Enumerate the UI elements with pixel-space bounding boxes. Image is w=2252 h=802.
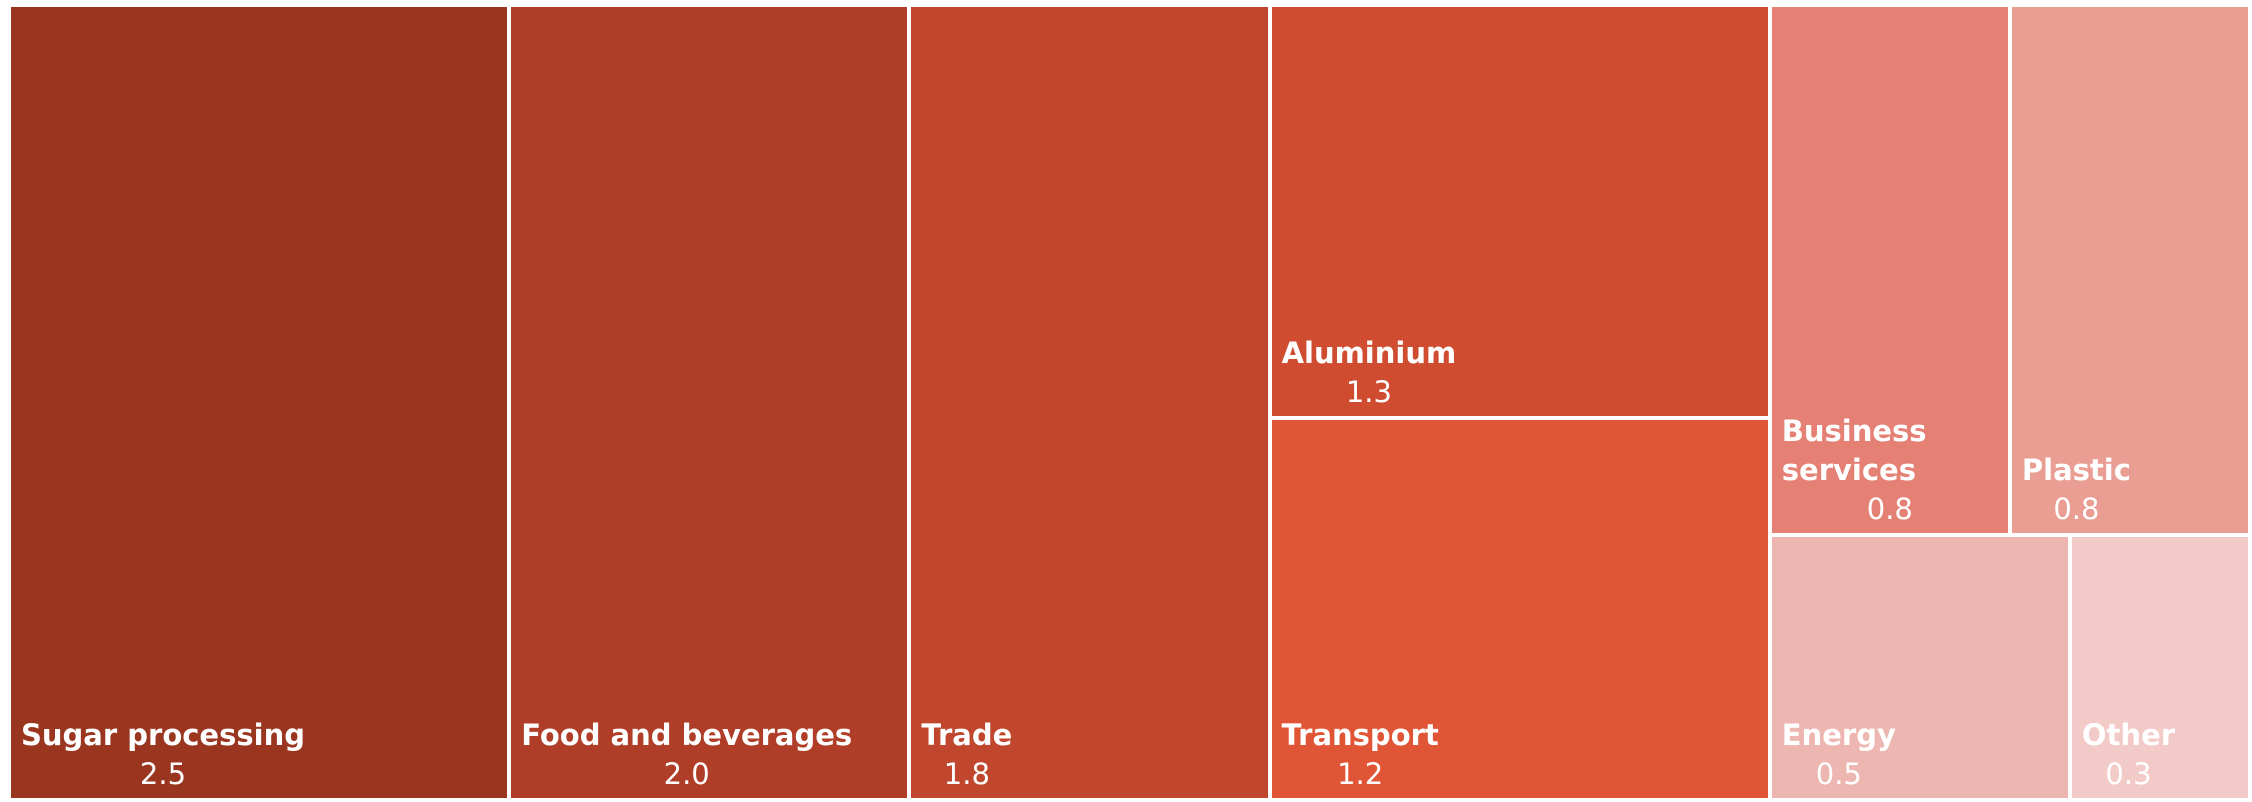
category-label: Aluminium [1281,336,1457,371]
value-label: 1.8 [943,757,990,791]
value-label: 0.8 [1866,492,1913,526]
value-label: 0.5 [1815,757,1862,791]
treemap-cell: Other 0.3 [2071,537,2248,798]
category-label: Energy [1781,718,1896,752]
category-label: Transport [1281,717,1439,752]
treemap-cell: Transport 1.2 [1271,420,1768,798]
category-label: Plastic [2021,453,2131,487]
value-label: 0.3 [2105,757,2152,791]
cell-label: Transport 1.2 [1282,716,1439,794]
cell-label: Trade 1.8 [921,716,1012,794]
category-label: Business services [1781,414,1927,487]
category-label: Sugar processing [21,718,305,752]
treemap-cell: Sugar processing 2.5 [11,7,508,798]
cell-label: Business services 0.8 [1782,412,1998,529]
cell-label: Other 0.3 [2082,716,2175,794]
category-label: Other [2081,718,2176,752]
cell-label: Sugar processing 2.5 [21,716,305,794]
value-label: 2.0 [663,757,710,791]
category-label: Food and beverages [521,718,853,752]
value-label: 1.2 [1337,756,1384,791]
value-label: 1.3 [1345,375,1392,410]
treemap-cell: Trade 1.8 [911,7,1268,798]
treemap-cell: Energy 0.5 [1771,537,2068,798]
treemap-cell: Food and beverages 2.0 [511,7,908,798]
cell-label: Aluminium 1.3 [1282,334,1457,412]
category-label: Trade [921,718,1013,752]
treemap-cell: Plastic 0.8 [2011,7,2248,533]
treemap-cell: Business services 0.8 [1771,7,2008,533]
cell-label: Plastic 0.8 [2022,451,2131,529]
treemap-cell: Aluminium 1.3 [1271,7,1768,417]
value-label: 2.5 [139,757,187,791]
cell-label: Energy 0.5 [1782,716,1896,794]
cell-label: Food and beverages 2.0 [521,716,852,794]
value-label: 0.8 [2053,492,2100,526]
